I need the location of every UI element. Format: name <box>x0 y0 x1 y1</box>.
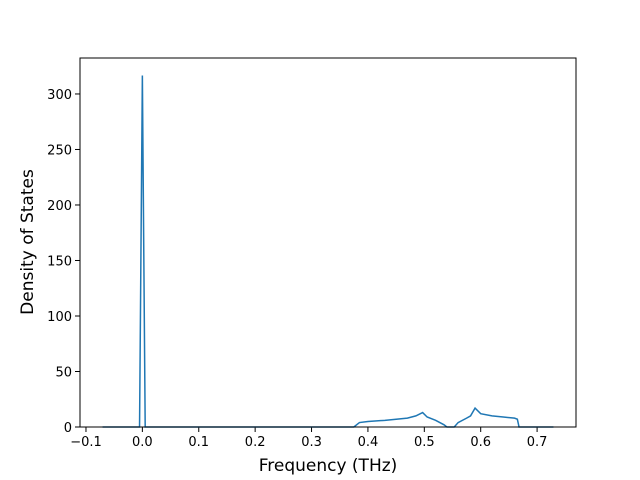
x-tick-label: 0.2 <box>245 435 266 450</box>
y-tick-label: 200 <box>47 199 72 214</box>
y-axis-label: Density of States <box>18 169 38 315</box>
x-tick-label: 0.1 <box>188 435 209 450</box>
x-tick-label: −0.1 <box>70 435 102 450</box>
x-tick-label: 0.5 <box>414 435 435 450</box>
y-tick-label: 100 <box>47 310 72 325</box>
x-tick-label: 0.0 <box>132 435 153 450</box>
plot-frame <box>79 57 577 428</box>
x-tick-label: 0.4 <box>358 435 379 450</box>
y-tick-label: 300 <box>47 88 72 103</box>
y-tick-label: 250 <box>47 143 72 158</box>
x-axis-label: Frequency (THz) <box>259 456 398 476</box>
line-series <box>102 75 554 428</box>
x-tick-label: 0.3 <box>301 435 322 450</box>
x-tick-label: 0.7 <box>527 435 548 450</box>
y-tick-label: 0 <box>64 421 72 436</box>
y-tick-label: 50 <box>55 365 72 380</box>
y-tick-label: 150 <box>47 254 72 269</box>
x-tick-label: 0.6 <box>470 435 491 450</box>
